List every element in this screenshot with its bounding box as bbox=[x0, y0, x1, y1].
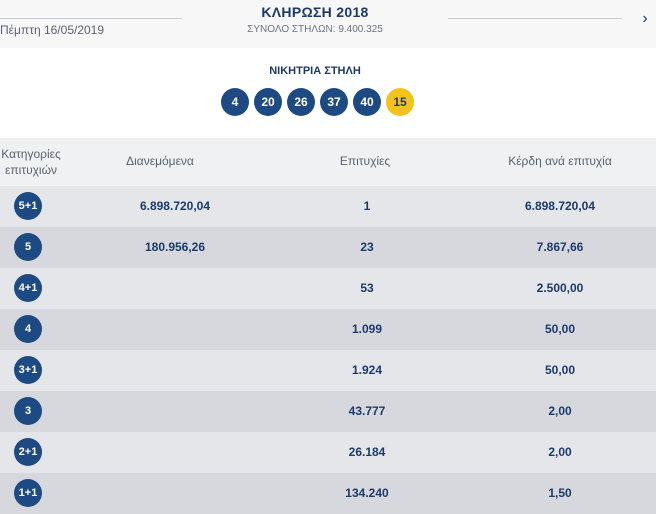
winners-value: 1.099 bbox=[351, 322, 383, 336]
category-badge: 2+1 bbox=[14, 438, 42, 466]
header-category: Κατηγορίες επιτυχιών bbox=[0, 146, 76, 178]
prize-value: 6.898.720,04 bbox=[524, 199, 596, 213]
winners-value: 1 bbox=[363, 199, 371, 213]
winning-number-ball: 40 bbox=[353, 88, 381, 116]
header-distributed: Διανεμόμενα bbox=[126, 154, 194, 168]
winners-value: 53 bbox=[360, 281, 374, 295]
table-row: 2+1 26.184 2,00 bbox=[0, 432, 656, 473]
table-row: 5 180.956,26 23 7.867,66 bbox=[0, 227, 656, 268]
winners-value: 134.240 bbox=[345, 486, 389, 500]
header-divider-left bbox=[0, 18, 182, 19]
table-row: 4 1.099 50,00 bbox=[0, 309, 656, 350]
winners-value: 43.777 bbox=[348, 404, 386, 418]
category-badge: 3+1 bbox=[14, 356, 42, 384]
category-badge: 3 bbox=[14, 397, 42, 425]
category-badge: 5 bbox=[14, 233, 42, 261]
header-winners: Επιτυχίες bbox=[339, 154, 391, 168]
category-badge: 1+1 bbox=[14, 479, 42, 507]
category-badge: 5+1 bbox=[14, 192, 42, 220]
prize-table: 5+1 6.898.720,04 1 6.898.720,04 5 180.95… bbox=[0, 186, 656, 514]
prize-value: 2,00 bbox=[548, 445, 572, 459]
winners-value: 26.184 bbox=[348, 445, 386, 459]
table-row: 1+1 134.240 1,50 bbox=[0, 473, 656, 514]
table-row: 3+1 1.924 50,00 bbox=[0, 350, 656, 391]
category-badge: 4 bbox=[14, 315, 42, 343]
header-category-line1: Κατηγορίες bbox=[1, 147, 61, 161]
category-badge: 4+1 bbox=[14, 274, 42, 302]
winning-number-ball: 26 bbox=[287, 88, 315, 116]
prize-value: 50,00 bbox=[544, 363, 576, 377]
winning-number-ball: 4 bbox=[221, 88, 249, 116]
total-columns: ΣΥΝΟΛΟ ΣΤΗΛΩΝ: 9.400.325 bbox=[247, 24, 383, 35]
winning-numbers: 4 20 26 37 40 15 bbox=[221, 88, 414, 116]
prize-value: 1,50 bbox=[548, 486, 572, 500]
bonus-number-ball: 15 bbox=[386, 88, 414, 116]
winning-number-ball: 37 bbox=[320, 88, 348, 116]
prize-value: 7.867,66 bbox=[536, 240, 584, 254]
draw-date: Πέμπτη 16/05/2019 bbox=[0, 23, 105, 37]
prize-value: 50,00 bbox=[544, 322, 576, 336]
table-row: 5+1 6.898.720,04 1 6.898.720,04 bbox=[0, 186, 656, 227]
header-category-line2: επιτυχιών bbox=[5, 163, 57, 177]
header-prize: Κέρδη ανά επιτυχία bbox=[508, 154, 612, 168]
winning-column-title: ΝΙΚΗΤΡΙΑ ΣΤΗΛΗ bbox=[269, 65, 361, 77]
winners-value: 23 bbox=[360, 240, 374, 254]
header-divider-right bbox=[448, 18, 622, 19]
table-row: 4+1 53 2.500,00 bbox=[0, 268, 656, 309]
draw-title: ΚΛΗΡΩΣΗ 2018 bbox=[261, 4, 369, 20]
distributed-value: 6.898.720,04 bbox=[139, 199, 211, 213]
winning-number-ball: 20 bbox=[254, 88, 282, 116]
prize-value: 2.500,00 bbox=[536, 281, 584, 295]
draw-header: Πέμπτη 16/05/2019 ΚΛΗΡΩΣΗ 2018 ΣΥΝΟΛΟ ΣΤ… bbox=[0, 0, 656, 48]
prize-value: 2,00 bbox=[548, 404, 572, 418]
winners-value: 1.924 bbox=[351, 363, 383, 377]
table-row: 3 43.777 2,00 bbox=[0, 391, 656, 432]
chevron-right-icon[interactable]: › bbox=[642, 10, 648, 27]
table-header: Κατηγορίες επιτυχιών Διανεμόμενα Επιτυχί… bbox=[0, 138, 656, 186]
distributed-value: 180.956,26 bbox=[144, 240, 206, 254]
